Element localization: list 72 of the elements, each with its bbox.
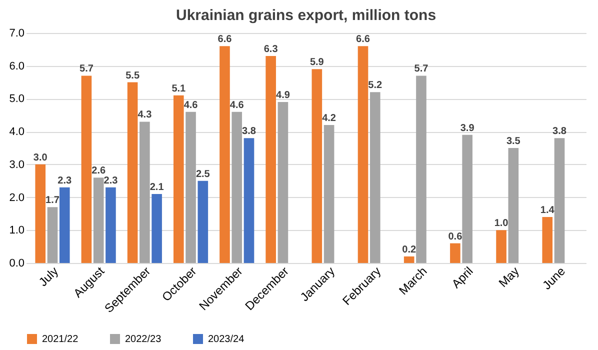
bar: [312, 69, 322, 263]
x-tick-label: May: [496, 264, 522, 290]
bar: [416, 76, 426, 263]
data-label: 0.6: [448, 231, 463, 242]
bar: [186, 112, 196, 263]
data-label: 5.5: [126, 70, 140, 82]
chart-title: Ukrainian grains export, million tons: [176, 7, 436, 24]
bar: [93, 178, 104, 263]
y-tick-label: 4.0: [9, 126, 24, 138]
y-tick-label: 1.0: [9, 224, 24, 237]
bar: [127, 82, 138, 263]
data-label: 5.1: [172, 83, 186, 94]
data-label: 6.6: [356, 34, 370, 46]
data-label: 4.6: [230, 100, 244, 111]
bar: [266, 56, 276, 263]
data-label: 4.3: [138, 110, 152, 121]
bar: [554, 138, 565, 263]
data-label: 6.3: [264, 44, 278, 55]
data-label: 1.4: [540, 205, 555, 216]
data-label: 3.8: [552, 126, 567, 138]
data-label: 5.9: [310, 57, 324, 68]
y-tick-label: 3.0: [9, 158, 24, 171]
bar: [324, 125, 334, 263]
bar: [370, 92, 380, 263]
bar: [404, 256, 414, 263]
data-label: 0.2: [402, 244, 416, 256]
bar: [508, 148, 519, 263]
bar: [140, 122, 150, 263]
bar: [35, 164, 46, 263]
bar: [59, 187, 70, 263]
bar: [462, 134, 472, 263]
x-tick-label: July: [36, 264, 61, 290]
bar: [244, 138, 254, 263]
bar: [542, 217, 553, 263]
data-label: 3.5: [506, 136, 521, 147]
y-tick-label: 6.0: [9, 60, 24, 72]
bar: [450, 243, 460, 263]
data-label: 2.6: [92, 166, 106, 177]
data-label: 6.6: [218, 34, 232, 46]
data-label: 4.2: [322, 113, 336, 124]
data-label: 2.5: [196, 168, 210, 180]
legend-label: 2022/23: [125, 334, 162, 345]
bar: [496, 230, 506, 263]
data-label: 1.0: [494, 218, 509, 230]
bar: [232, 112, 242, 263]
data-label: 5.7: [80, 64, 94, 75]
bar: [358, 46, 368, 263]
bar: [152, 194, 162, 263]
bar: [106, 187, 116, 263]
bar: [220, 46, 230, 263]
data-label: 3.8: [242, 126, 256, 138]
bar: [47, 207, 58, 263]
bar: [173, 95, 184, 263]
y-tick-label: 5.0: [9, 93, 24, 106]
data-label: 2.1: [150, 182, 164, 193]
y-tick-label: 0.0: [9, 258, 24, 270]
data-label: 2.3: [58, 175, 72, 186]
y-tick-label: 7.0: [9, 28, 24, 40]
bar: [81, 76, 92, 263]
data-label: 4.9: [276, 90, 290, 101]
data-label: 5.2: [368, 80, 383, 92]
bar: [278, 102, 288, 263]
bar: [198, 180, 208, 263]
data-label: 3.9: [460, 122, 475, 134]
data-label: 1.7: [46, 195, 60, 206]
data-label: 5.7: [414, 64, 429, 75]
data-label: 2.3: [104, 175, 118, 186]
data-label: 3.0: [33, 152, 48, 164]
legend-label: 2021/22: [42, 334, 79, 345]
legend-label: 2023/24: [208, 334, 245, 345]
data-label: 4.6: [184, 100, 198, 111]
y-tick-label: 2.0: [9, 192, 24, 204]
